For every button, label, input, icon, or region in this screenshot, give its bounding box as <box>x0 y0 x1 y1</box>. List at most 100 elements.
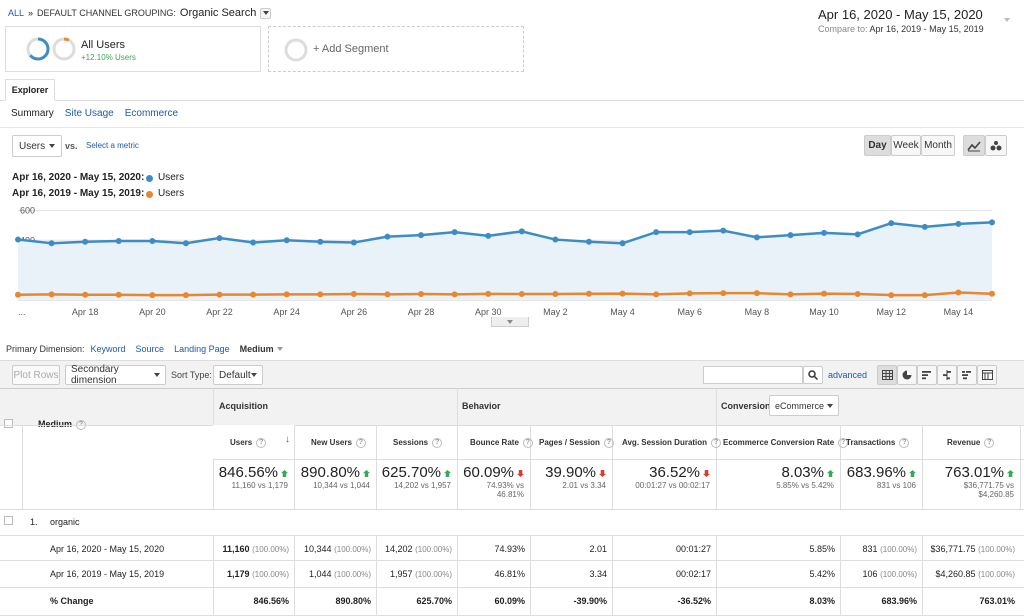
data-point[interactable] <box>787 291 794 298</box>
view-pivot-button[interactable] <box>977 365 997 385</box>
data-point[interactable] <box>384 233 391 240</box>
sort-descending-icon[interactable]: ↓ <box>285 434 290 445</box>
data-point[interactable] <box>552 236 559 243</box>
select-all-checkbox[interactable] <box>4 419 13 428</box>
data-point[interactable] <box>585 238 592 245</box>
line-chart-button[interactable] <box>963 135 985 156</box>
chart-collapse-handle[interactable] <box>491 317 529 327</box>
data-point[interactable] <box>250 239 257 246</box>
subtab-ecommerce[interactable]: Ecommerce <box>124 108 179 119</box>
data-point[interactable] <box>921 292 928 299</box>
data-point[interactable] <box>115 238 122 245</box>
view-pie-button[interactable] <box>897 365 917 385</box>
data-point[interactable] <box>115 291 122 298</box>
subtab-site-usage[interactable]: Site Usage <box>64 108 114 119</box>
legend-item[interactable]: Apr 16, 2019 - May 15, 2019: Users <box>12 186 184 202</box>
granularity-month-button[interactable]: Month <box>921 135 955 156</box>
data-point[interactable] <box>317 238 324 245</box>
data-point[interactable] <box>888 292 895 299</box>
column-header[interactable]: Avg. Session Duration? <box>612 425 722 459</box>
sort-type-dropdown[interactable]: Default <box>213 365 263 385</box>
data-point[interactable] <box>182 240 189 247</box>
motion-chart-button[interactable] <box>985 135 1007 156</box>
dimension-medium[interactable]: Medium <box>240 344 283 354</box>
add-segment-button[interactable]: + Add Segment <box>268 26 524 72</box>
advanced-link[interactable]: advanced <box>828 370 868 380</box>
column-header[interactable]: Revenue? <box>922 425 1020 459</box>
data-point[interactable] <box>720 227 727 234</box>
subtab-summary[interactable]: Summary <box>11 108 54 119</box>
data-point[interactable] <box>653 291 660 298</box>
segment-all-users[interactable]: All Users +12.10% Users <box>5 26 261 72</box>
breadcrumb-all-link[interactable]: ALL <box>8 8 25 18</box>
breadcrumb-dropdown-button[interactable] <box>260 7 272 19</box>
row-dimension-link[interactable]: organic <box>50 517 80 527</box>
data-point[interactable] <box>15 236 21 243</box>
data-point[interactable] <box>989 290 995 297</box>
data-point[interactable] <box>955 289 962 296</box>
data-point[interactable] <box>485 290 492 297</box>
help-icon[interactable]: ? <box>432 438 443 448</box>
data-point[interactable] <box>720 290 727 297</box>
column-header[interactable]: Users? ↓ <box>213 425 294 459</box>
data-point[interactable] <box>15 291 21 298</box>
column-header[interactable]: Sessions? <box>376 425 457 459</box>
data-point[interactable] <box>854 291 861 298</box>
view-performance-button[interactable] <box>917 365 937 385</box>
data-point[interactable] <box>989 219 995 226</box>
help-icon[interactable]: ? <box>838 438 849 448</box>
column-header[interactable]: Transactions? <box>840 425 922 459</box>
granularity-week-button[interactable]: Week <box>891 135 921 156</box>
data-point[interactable] <box>518 291 525 298</box>
data-point[interactable] <box>451 229 458 236</box>
data-point[interactable] <box>418 232 425 239</box>
column-header[interactable]: New Users? <box>294 425 376 459</box>
conversions-dropdown[interactable]: eCommerce <box>769 395 839 416</box>
help-icon[interactable]: ? <box>603 438 614 448</box>
data-point[interactable] <box>283 237 290 244</box>
secondary-dimension-dropdown[interactable]: Secondary dimension <box>65 364 166 386</box>
help-icon[interactable]: ? <box>256 438 267 448</box>
dimension-header[interactable]: Medium? <box>38 419 87 430</box>
help-icon[interactable]: ? <box>899 438 910 448</box>
data-point[interactable] <box>216 291 223 298</box>
data-point[interactable] <box>585 290 592 297</box>
row-checkbox[interactable] <box>4 516 13 525</box>
data-point[interactable] <box>48 291 55 298</box>
data-point[interactable] <box>821 290 828 297</box>
data-point[interactable] <box>955 220 962 227</box>
data-point[interactable] <box>451 291 458 298</box>
tab-explorer[interactable]: Explorer <box>5 79 55 101</box>
data-point[interactable] <box>350 239 357 246</box>
data-point[interactable] <box>48 240 55 247</box>
help-icon[interactable]: ? <box>984 438 995 448</box>
data-point[interactable] <box>921 223 928 230</box>
search-button[interactable] <box>803 366 823 384</box>
data-point[interactable] <box>854 231 861 238</box>
data-point[interactable] <box>149 292 156 299</box>
data-point[interactable] <box>518 228 525 235</box>
dimension-landing-page-link[interactable]: Landing Page <box>174 344 230 354</box>
metric-dropdown[interactable]: Users <box>12 135 62 157</box>
data-point[interactable] <box>653 229 660 236</box>
data-point[interactable] <box>283 291 290 298</box>
dimension-source-link[interactable]: Source <box>135 344 165 354</box>
data-point[interactable] <box>753 290 760 297</box>
data-point[interactable] <box>418 291 425 298</box>
data-point[interactable] <box>384 291 391 298</box>
data-point[interactable] <box>686 229 693 236</box>
column-header[interactable]: Bounce Rate? <box>457 425 533 459</box>
view-data-button[interactable] <box>877 365 897 385</box>
data-point[interactable] <box>485 232 492 239</box>
help-icon[interactable]: ? <box>355 438 366 448</box>
data-point[interactable] <box>753 234 760 241</box>
data-point[interactable] <box>317 291 324 298</box>
view-term-cloud-button[interactable] <box>957 365 977 385</box>
view-comparison-button[interactable] <box>937 365 957 385</box>
data-point[interactable] <box>82 238 89 245</box>
data-point[interactable] <box>821 229 828 236</box>
data-point[interactable] <box>888 220 895 227</box>
data-point[interactable] <box>82 291 89 298</box>
column-header[interactable]: Pages / Session? <box>530 425 614 459</box>
data-point[interactable] <box>619 290 626 297</box>
